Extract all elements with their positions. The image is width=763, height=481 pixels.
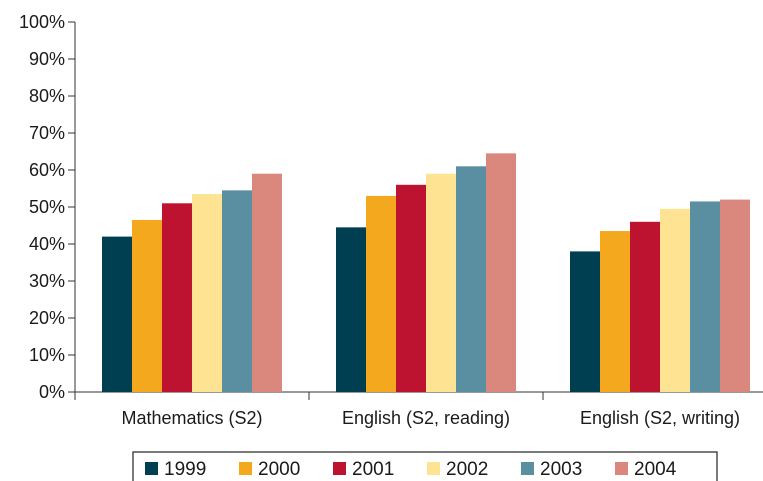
bar-2004	[720, 199, 750, 392]
legend-box	[132, 451, 718, 481]
bar-2003	[456, 166, 486, 392]
y-tick-label: 60%	[29, 160, 65, 180]
bar-2001	[396, 184, 426, 392]
x-category-label: English (S2, reading)	[342, 408, 510, 428]
legend-label: 2001	[352, 459, 394, 480]
y-tick-label: 30%	[29, 271, 65, 291]
bar-2000	[366, 195, 396, 392]
legend-swatch-2002	[427, 462, 440, 475]
bars	[102, 153, 750, 392]
bar-2003	[222, 190, 252, 392]
legend-swatch-1999	[145, 462, 158, 475]
bar-2004	[486, 153, 516, 392]
legend-label: 2004	[634, 459, 677, 480]
x-category-label: English (S2, writing)	[580, 408, 740, 428]
bar-2004	[252, 173, 282, 392]
y-tick-label: 40%	[29, 234, 65, 254]
bar-1999	[570, 251, 600, 392]
y-tick-label: 50%	[29, 197, 65, 217]
bar-2002	[660, 208, 690, 392]
bar-2002	[426, 173, 456, 392]
y-tick-label: 100%	[19, 12, 65, 32]
legend-swatch-2000	[239, 462, 252, 475]
bar-2003	[690, 201, 720, 392]
legend-swatch-2001	[333, 462, 346, 475]
bar-2001	[630, 221, 660, 392]
y-tick-label: 70%	[29, 123, 65, 143]
y-tick-label: 20%	[29, 308, 65, 328]
x-category-label: Mathematics (S2)	[121, 408, 262, 428]
legend-label: 1999	[164, 459, 206, 480]
bar-2001	[162, 203, 192, 392]
y-axis: 0% 10% 20% 30% 40% 50% 60% 70% 80% 90% 100%	[19, 12, 76, 402]
bar-2000	[600, 231, 630, 392]
legend-label: 2003	[540, 459, 582, 480]
y-tick-label: 0%	[39, 382, 65, 402]
legend-label: 2002	[446, 459, 488, 480]
legend-swatch-2004	[615, 462, 628, 475]
y-tick-label: 80%	[29, 86, 65, 106]
legend-label: 2000	[258, 459, 300, 480]
bar-1999	[336, 227, 366, 392]
legend: 1999 2000 2001 2002 2003 2004	[132, 451, 718, 481]
y-tick-label: 10%	[29, 345, 65, 365]
legend-swatch-2003	[521, 462, 534, 475]
x-axis: Mathematics (S2) English (S2, reading) Eng…	[74, 391, 763, 428]
bar-2000	[132, 219, 162, 392]
bar-2002	[192, 194, 222, 392]
y-tick-label: 90%	[29, 49, 65, 69]
bar-1999	[102, 236, 132, 392]
